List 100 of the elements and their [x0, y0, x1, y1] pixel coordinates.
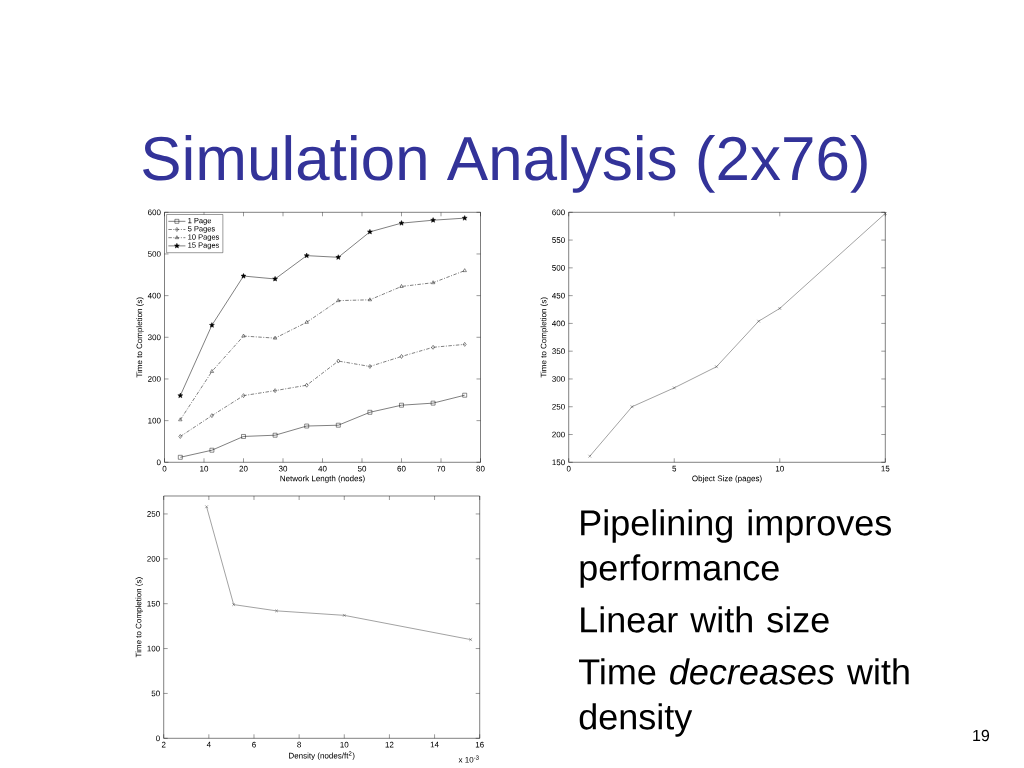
- y-tick-label: 150: [147, 600, 160, 607]
- point: [431, 345, 435, 350]
- y-tick-label: 600: [148, 209, 161, 216]
- point: [399, 402, 404, 408]
- text: Pipelining improves performance: [580, 509, 891, 588]
- x-tick-label: 50: [357, 465, 367, 472]
- point: [336, 298, 341, 302]
- point: [462, 342, 467, 347]
- text: Simulation Analysis (2x76): [143, 135, 867, 193]
- text: Time decreases with density: [579, 658, 909, 737]
- y-tick-label: 500: [147, 251, 161, 257]
- y-tick-label: 300: [552, 376, 565, 382]
- point: [398, 220, 405, 226]
- point: [241, 393, 246, 398]
- text: Linear with size: [581, 606, 829, 633]
- point: [336, 358, 341, 364]
- point: [272, 276, 278, 282]
- point: [367, 297, 372, 302]
- x-tick-label: 10: [775, 465, 784, 472]
- text: x 10$^{-3}$: [458, 755, 479, 763]
- x-tick-label: 40: [318, 465, 327, 472]
- y-tick-label: 200: [147, 555, 160, 562]
- x-tick-label: 30: [278, 465, 288, 472]
- point: [272, 432, 278, 438]
- point: [274, 609, 279, 613]
- point: [273, 388, 277, 393]
- x-tick-label: 14: [430, 741, 439, 748]
- text: 19: [973, 729, 990, 742]
- y-tick-label: 300: [147, 334, 161, 341]
- point: [178, 417, 183, 422]
- y-tick-label: 200: [552, 431, 565, 438]
- point: [757, 319, 761, 323]
- point: [399, 284, 404, 288]
- point: [430, 217, 436, 223]
- y-tick-label: 350: [552, 348, 565, 355]
- point: [240, 273, 247, 279]
- point: [241, 333, 246, 338]
- y-tick-label: 400: [147, 292, 161, 299]
- y-tick-label: 50: [151, 690, 160, 697]
- x-tick-label: 12: [385, 741, 394, 748]
- point: [368, 364, 372, 369]
- point: [304, 382, 309, 388]
- x-tick-label: 16: [475, 741, 484, 748]
- y-axis-title: Time to Completion (s): [540, 297, 548, 378]
- point: [342, 613, 346, 617]
- y-axis-title: Time to Completion (s): [136, 297, 144, 378]
- x-tick-label: 80: [476, 465, 485, 472]
- y-axis-title: Time to Completion (s): [135, 577, 143, 658]
- point: [304, 320, 309, 324]
- x-tick-label: 5: [672, 465, 677, 472]
- point: [304, 423, 309, 429]
- point: [462, 268, 467, 272]
- point: [232, 602, 236, 607]
- point: [304, 252, 310, 258]
- point: [177, 392, 183, 398]
- y-tick-label: 100: [148, 417, 161, 424]
- y-tick-label: 150: [552, 459, 565, 466]
- y-tick-label: 200: [148, 376, 161, 382]
- x-axis-title: Object Size (pages): [692, 475, 762, 483]
- point: [399, 354, 404, 359]
- y-tick-label: 500: [552, 265, 565, 271]
- x-tick-label: 20: [239, 465, 248, 472]
- x-axis-title: Network Length (nodes): [280, 475, 365, 483]
- x-tick-label: 70: [436, 465, 446, 472]
- y-tick-label: 550: [552, 237, 565, 243]
- y-tick-label: 400: [552, 320, 565, 327]
- x-tick-label: 10: [200, 465, 209, 472]
- x-tick-label: 2: [161, 741, 166, 748]
- point: [430, 400, 436, 406]
- point: [209, 322, 215, 328]
- point: [335, 254, 342, 260]
- point: [462, 215, 468, 221]
- y-tick-label: 100: [147, 645, 160, 652]
- point: [210, 413, 214, 418]
- y-tick-label: 250: [147, 511, 160, 517]
- y-tick-label: 250: [552, 403, 565, 410]
- point: [778, 306, 782, 311]
- x-tick-label: 6: [252, 741, 256, 748]
- x-tick-label: 0: [566, 465, 571, 472]
- x-tick-label: 4: [206, 741, 211, 748]
- point: [630, 405, 634, 409]
- x-tick-label: 8: [297, 741, 301, 748]
- point: [367, 229, 373, 235]
- point: [336, 422, 341, 428]
- x-axis-title: Density (nodes/ft$^{2}$): [289, 751, 355, 761]
- point: [367, 410, 373, 415]
- y-tick-label: 0: [156, 735, 160, 742]
- point: [273, 335, 278, 340]
- x-tick-label: 10: [340, 741, 349, 748]
- point: [672, 386, 676, 390]
- point: [714, 365, 719, 369]
- point: [462, 392, 467, 398]
- x-tick-label: 0: [162, 465, 167, 472]
- y-tick-label: 0: [156, 459, 161, 466]
- y-tick-label: 450: [552, 292, 565, 299]
- point: [209, 447, 215, 453]
- x-tick-label: 60: [397, 465, 406, 472]
- point: [431, 280, 436, 284]
- point: [209, 369, 214, 373]
- x-tick-label: 15: [881, 465, 890, 472]
